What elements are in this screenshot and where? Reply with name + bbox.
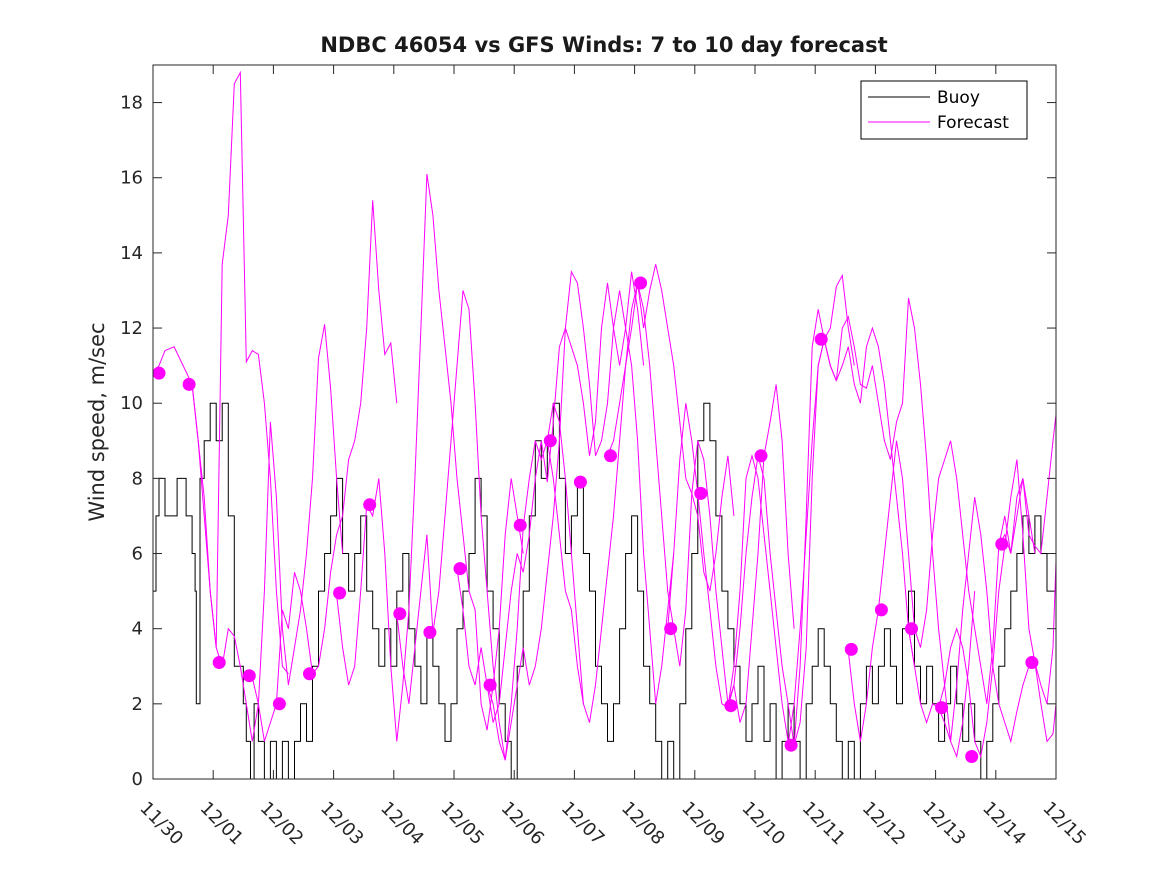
forecast-marker [543, 434, 557, 448]
forecast-marker [513, 518, 527, 532]
y-tick-label: 0 [132, 769, 143, 790]
forecast-marker [333, 586, 347, 600]
forecast-marker [634, 276, 648, 290]
forecast-series-line-2 [191, 324, 344, 742]
forecast-marker [242, 669, 256, 683]
y-tick-label: 4 [132, 619, 143, 640]
forecast-marker [844, 642, 858, 656]
forecast-marker [965, 750, 979, 763]
marker-layer [152, 276, 1039, 763]
legend-label-forecast: Forecast [937, 113, 1009, 133]
legend-box [860, 80, 1028, 140]
forecast-marker [604, 449, 617, 463]
forecast-marker [814, 332, 828, 346]
forecast-series-line-7 [486, 270, 675, 761]
forecast-series-line-8 [546, 264, 735, 723]
forecast-marker [694, 486, 708, 500]
y-tick-label: 8 [132, 468, 143, 489]
forecast-series-line-15 [938, 497, 1057, 744]
forecast-marker [664, 622, 678, 636]
forecast-marker [784, 738, 798, 752]
y-tick-label: 12 [120, 318, 143, 339]
forecast-series-line-5 [396, 290, 584, 761]
y-tick-label: 6 [132, 544, 143, 565]
chart-title: NDBC 46054 vs GFS Winds: 7 to 10 day for… [320, 33, 887, 57]
forecast-marker [393, 607, 407, 621]
forecast-marker [182, 377, 196, 391]
forecast-marker [724, 699, 738, 713]
forecast-marker [573, 475, 587, 489]
forecast-marker [303, 667, 316, 681]
y-tick-label: 18 [120, 93, 143, 114]
buoy-series-line [153, 402, 1057, 780]
forecast-marker [453, 562, 467, 576]
forecast-series-line-1 [152, 70, 289, 675]
forecast-marker [935, 701, 949, 715]
forecast-marker [905, 622, 918, 636]
forecast-marker [483, 678, 497, 692]
forecast-marker [212, 656, 226, 669]
forecast-series-line-6 [456, 271, 645, 723]
forecast-marker [272, 697, 286, 711]
axes-box [152, 64, 1057, 780]
y-tick-label: 10 [120, 393, 143, 414]
forecast-marker [152, 366, 166, 380]
y-tick-label: 14 [120, 243, 143, 264]
legend-label-buoy: Buoy [937, 88, 980, 108]
forecast-marker [874, 603, 888, 617]
y-axis-label: Wind speed, m/sec [85, 322, 109, 521]
y-tick-label: 16 [120, 168, 143, 189]
forecast-marker [754, 449, 768, 463]
y-tick-label: 2 [132, 694, 143, 715]
forecast-marker [1025, 656, 1039, 669]
forecast-series-line-12 [787, 297, 976, 759]
forecast-marker [363, 498, 377, 512]
forecast-series-line-13 [847, 440, 1036, 742]
forecast-marker [995, 537, 1009, 551]
forecast-marker [423, 625, 437, 639]
legend: Buoy Forecast [860, 80, 1028, 140]
